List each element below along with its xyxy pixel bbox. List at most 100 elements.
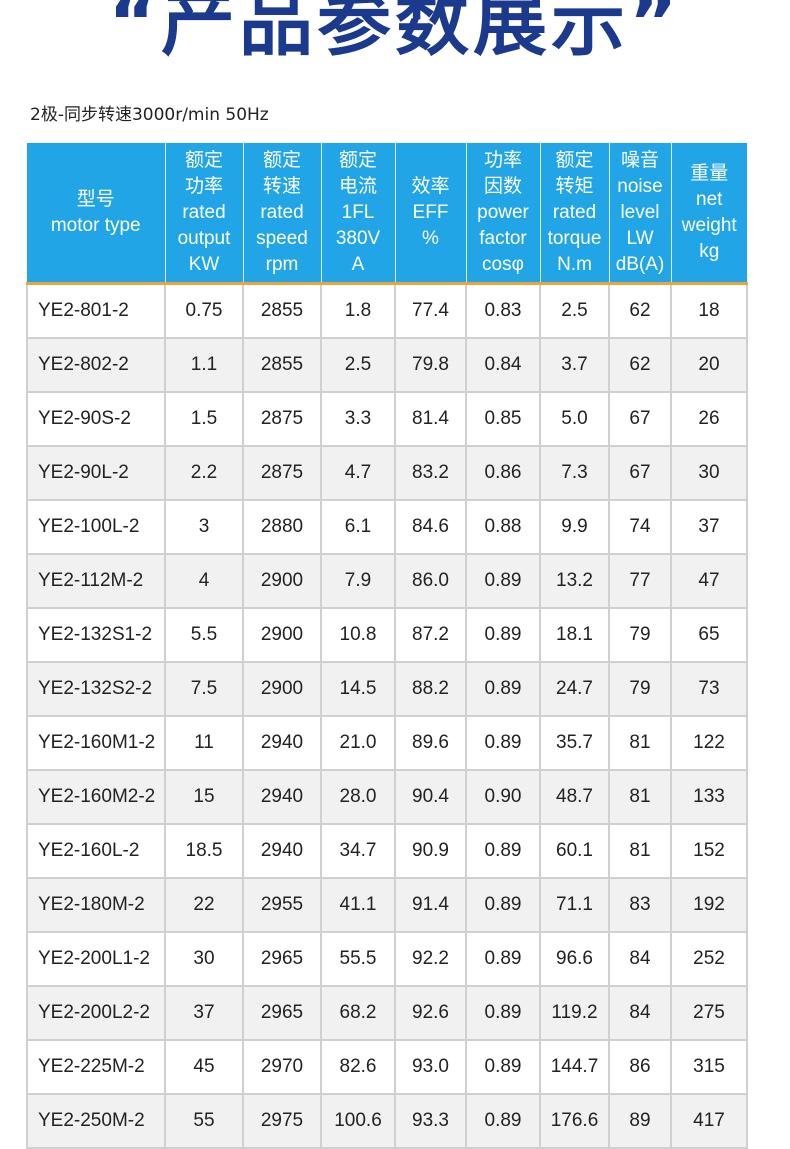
table-cell: 1.1 xyxy=(164,337,244,393)
table-cell: 3 xyxy=(164,499,244,555)
table-cell: 84.6 xyxy=(394,499,467,555)
column-header-line: A xyxy=(351,253,365,275)
table-cell: 0.89 xyxy=(465,661,541,717)
table-cell: 0.90 xyxy=(465,769,541,825)
table-cell: 89 xyxy=(608,1093,672,1149)
table-cell: 91.4 xyxy=(394,877,467,933)
column-header: 额定 转矩 rated torque N.m xyxy=(539,143,609,285)
column-header-line: 额定 xyxy=(262,149,301,171)
table-cell: 0.88 xyxy=(465,499,541,555)
table-cell: 62 xyxy=(608,337,672,393)
table-cell: 84 xyxy=(608,931,672,987)
column-header-line: level xyxy=(620,201,660,223)
column-header-line: rpm xyxy=(265,253,299,275)
table-cell: 77.4 xyxy=(394,282,467,339)
table-cell: 0.89 xyxy=(465,1039,541,1095)
table-cell: 83 xyxy=(608,877,672,933)
table-cell: 30 xyxy=(164,931,244,987)
table-cell: 5.0 xyxy=(539,391,610,447)
table-cell: 67 xyxy=(608,445,672,501)
column-header-line: output xyxy=(177,227,231,249)
table-cell: 2940 xyxy=(242,769,322,825)
column-header-line: rated xyxy=(182,201,226,223)
table-row: YE2-802-2 1.1 2855 2.5 79.8 0.84 3.7 62 20 xyxy=(26,337,748,393)
table-cell: 2955 xyxy=(242,877,322,933)
table-cell: 2965 xyxy=(242,931,322,987)
spec-subtitle: 2极-同步转速3000r/min 50Hz xyxy=(30,105,269,125)
motor-type-cell: YE2-802-2 xyxy=(26,337,166,393)
motor-type-cell: YE2-225M-2 xyxy=(26,1039,166,1095)
table-cell: 62 xyxy=(608,282,672,339)
table-cell: 18 xyxy=(670,282,748,339)
table-cell: 275 xyxy=(670,985,748,1041)
table-cell: 1.8 xyxy=(320,282,396,339)
table-cell: 4.7 xyxy=(320,445,396,501)
column-header: 额定 电流 1FL 380V A xyxy=(320,143,395,285)
table-cell: 0.89 xyxy=(465,1093,541,1149)
column-header: 功率 因数 power factor cosφ xyxy=(465,143,540,285)
table-cell: 0.75 xyxy=(164,282,244,339)
table-cell: 122 xyxy=(670,715,748,771)
motor-type-cell: YE2-160M1-2 xyxy=(26,715,166,771)
table-cell: 48.7 xyxy=(539,769,610,825)
table-cell: 176.6 xyxy=(539,1093,610,1149)
table-cell: 41.1 xyxy=(320,877,396,933)
column-header-line: motor type xyxy=(50,214,141,236)
column-header-line: kg xyxy=(699,240,720,262)
column-header: 噪音 noise level LW dB(A) xyxy=(608,143,671,285)
table-cell: 18.1 xyxy=(539,607,610,663)
table-cell: 0.89 xyxy=(465,931,541,987)
table-cell: 21.0 xyxy=(320,715,396,771)
table-cell: 92.2 xyxy=(394,931,467,987)
table-cell: 2940 xyxy=(242,823,322,879)
table-row: YE2-100L-2 3 2880 6.1 84.6 0.88 9.9 74 37 xyxy=(26,499,748,555)
table-cell: 34.7 xyxy=(320,823,396,879)
motor-type-cell: YE2-100L-2 xyxy=(26,499,166,555)
table-cell: 5.5 xyxy=(164,607,244,663)
table-cell: 4 xyxy=(164,553,244,609)
table-cell: 2875 xyxy=(242,445,322,501)
table-cell: 2900 xyxy=(242,553,322,609)
table-cell: 90.4 xyxy=(394,769,467,825)
table-cell: 13.2 xyxy=(539,553,610,609)
table-cell: 2.2 xyxy=(164,445,244,501)
column-header-line: 转矩 xyxy=(555,175,594,197)
table-cell: 86.0 xyxy=(394,553,467,609)
table-cell: 0.85 xyxy=(465,391,541,447)
table-cell: 81 xyxy=(608,715,672,771)
table-cell: 7.5 xyxy=(164,661,244,717)
column-header-line: 功率 xyxy=(483,149,522,171)
table-cell: 6.1 xyxy=(320,499,396,555)
table-row: YE2-801-2 0.75 2855 1.8 77.4 0.83 2.5 62 18 xyxy=(26,282,748,339)
table-cell: 74 xyxy=(608,499,672,555)
column-header: 型号 motor type xyxy=(27,143,165,285)
table-row: YE2-132S2-2 7.5 2900 14.5 88.2 0.89 24.7 79 73 xyxy=(26,661,748,717)
motor-type-cell: YE2-200L1-2 xyxy=(26,931,166,987)
table-cell: 68.2 xyxy=(320,985,396,1041)
table-cell: 133 xyxy=(670,769,748,825)
table-cell: 2900 xyxy=(242,661,322,717)
table-cell: 81 xyxy=(608,769,672,825)
table-cell: 10.8 xyxy=(320,607,396,663)
column-header-line: LW xyxy=(626,227,654,249)
column-header-line: 额定 xyxy=(555,149,594,171)
motor-type-cell: YE2-180M-2 xyxy=(26,877,166,933)
table-cell: 20 xyxy=(670,337,748,393)
table-cell: 144.7 xyxy=(539,1039,610,1095)
table-cell: 87.2 xyxy=(394,607,467,663)
table-row: YE2-200L2-2 37 2965 68.2 92.6 0.89 119.2 84 275 xyxy=(26,985,748,1041)
column-header-line: torque xyxy=(547,227,602,249)
column-header-line: power xyxy=(477,201,529,223)
table-cell: 9.9 xyxy=(539,499,610,555)
table-cell: 82.6 xyxy=(320,1039,396,1095)
motor-type-cell: YE2-90S-2 xyxy=(26,391,166,447)
table-cell: 93.0 xyxy=(394,1039,467,1095)
table-cell: 0.89 xyxy=(465,877,541,933)
table-cell: 15 xyxy=(164,769,244,825)
table-row: YE2-112M-2 4 2900 7.9 86.0 0.89 13.2 77 47 xyxy=(26,553,748,609)
table-cell: 2965 xyxy=(242,985,322,1041)
table-cell: 81 xyxy=(608,823,672,879)
column-header: 重量 net weight kg xyxy=(670,143,747,285)
table-cell: 0.89 xyxy=(465,553,541,609)
table-cell: 1.5 xyxy=(164,391,244,447)
